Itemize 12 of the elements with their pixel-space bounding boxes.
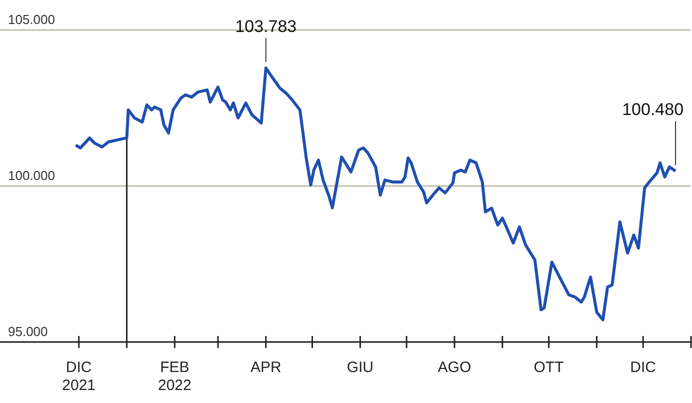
x-tick-label: GIU — [346, 359, 374, 376]
x-tick-label: OTT — [534, 359, 564, 376]
annotation: 103.783 — [235, 16, 297, 36]
x-tick-label: AGO — [438, 359, 472, 376]
y-tick-label: 105.000 — [8, 12, 55, 27]
x-tick-label: DIC 2021 — [62, 359, 96, 394]
annotation: 100.480 — [622, 100, 684, 120]
x-tick-label: DIC — [630, 359, 656, 376]
x-tick-label: APR — [250, 359, 282, 376]
y-tick-label: 100.000 — [8, 168, 55, 183]
y-tick-label: 95.000 — [8, 324, 48, 339]
x-tick-label: FEB 2022 — [158, 359, 192, 394]
